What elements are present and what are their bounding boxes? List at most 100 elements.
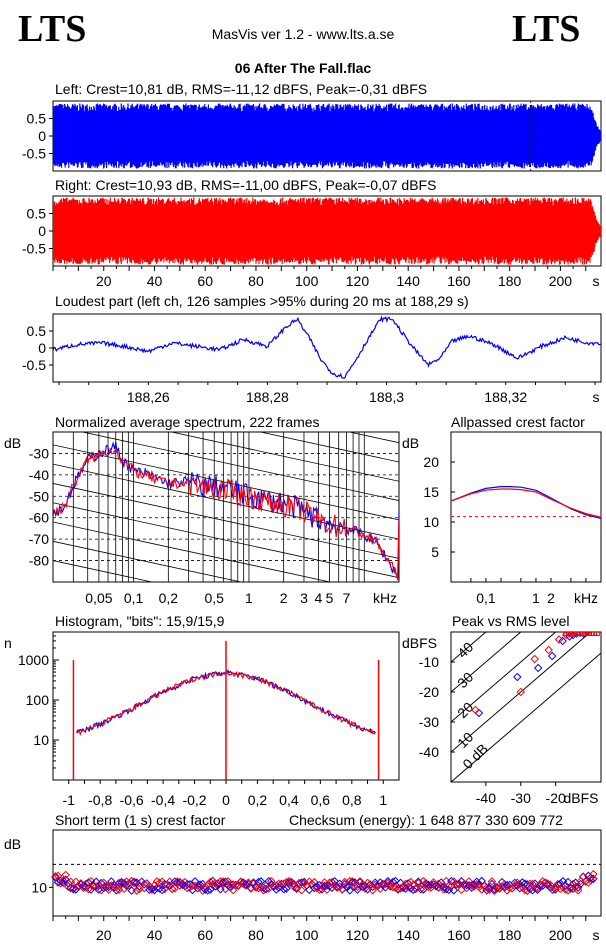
shortcrest-right-point xyxy=(487,877,497,886)
shortcrest-left-point xyxy=(459,880,469,890)
shortcrest-left-point xyxy=(58,878,68,888)
shortcrest-right-point xyxy=(406,877,415,887)
spectrum-xtick-label: 1 xyxy=(245,590,253,606)
loudest-line xyxy=(52,315,602,379)
spectrum-plot xyxy=(53,348,399,582)
shortcrest-right-point xyxy=(386,879,395,889)
shortcrest-right-point xyxy=(355,877,365,886)
peakrms-right-point xyxy=(561,632,571,640)
shortcrest-right-point xyxy=(573,886,583,895)
shortcrest-right-point xyxy=(96,885,106,895)
shortcrest-left-point xyxy=(127,886,136,895)
crest-ytick-label: 15 xyxy=(423,484,439,500)
right-waveform-title: Right: Crest=10,93 dB, RMS=-11,00 dBFS, … xyxy=(55,177,437,193)
right-xtick-label: 160 xyxy=(447,273,471,289)
peakrms-diagonal-label: 30 xyxy=(454,669,476,691)
histogram-ylabel: n xyxy=(4,635,12,651)
shortcrest-xunit: s xyxy=(593,927,600,943)
shortcrest-right-point xyxy=(165,877,174,886)
shortcrest-left-point xyxy=(345,886,355,895)
shortcrest-right-point xyxy=(368,885,377,895)
shortcrest-right-point xyxy=(464,877,474,886)
spectrum-xtick-label: 5 xyxy=(326,590,334,606)
peakrms-diagonal-label: 40 xyxy=(454,639,476,661)
spectrum-xtick-label: 3 xyxy=(300,590,308,606)
histogram-ytick-label: 10 xyxy=(33,732,49,748)
spectrum-xunit: kHz xyxy=(373,590,397,606)
peakrms-ytick-label: -20 xyxy=(419,684,439,700)
shortcrest-xtick-label: 200 xyxy=(549,927,573,943)
shortcrest-right-point xyxy=(129,878,139,888)
crest-xtick-label: 1 xyxy=(532,590,540,606)
shortcrest-left-point xyxy=(343,882,352,892)
histogram-xtick-label: -0,6 xyxy=(120,792,144,808)
shortcrest-xtick-label: 40 xyxy=(147,927,163,943)
shortcrest-ytick-label: 10 xyxy=(31,879,47,895)
shortcrest-right-point xyxy=(304,877,314,886)
left-ytick-label: 0.5 xyxy=(27,111,47,127)
shortcrest-right-point xyxy=(142,879,152,889)
right-xtick-label: 120 xyxy=(346,273,370,289)
shortcrest-right-point xyxy=(350,882,360,892)
shortcrest-xtick-label: 60 xyxy=(197,927,213,943)
loudest-ytick-label: 0 xyxy=(38,340,46,356)
histogram-ytick-label: 100 xyxy=(26,692,50,708)
left-waveform xyxy=(53,103,601,169)
spectrum-right-line xyxy=(53,448,399,581)
crest-frame xyxy=(450,431,602,583)
shortcrest-right-point xyxy=(515,880,525,889)
crest-xtick-label: 0,1 xyxy=(476,590,496,606)
right-waveform xyxy=(53,197,601,265)
right-xtick-label: 80 xyxy=(248,273,264,289)
crest-ytick-label: 20 xyxy=(423,454,439,470)
shortcrest-right-point xyxy=(223,877,233,886)
shortcrest-left-point xyxy=(241,880,251,889)
peakrms-xtick-label: -40 xyxy=(476,790,496,806)
spectrum-slope-line xyxy=(53,502,399,579)
spectrum-slope-line xyxy=(169,432,399,482)
spectrum-slope-line xyxy=(53,348,399,423)
shortcrest-right-point xyxy=(317,881,327,891)
histogram-title: Histogram, "bits": 15,9/15,9 xyxy=(55,613,225,629)
crest-right-line xyxy=(450,488,602,518)
shortcrest-xtick-label: 180 xyxy=(498,927,522,943)
spectrum-xtick-label: 0,2 xyxy=(159,590,179,606)
shortcrest-ylabel: dB xyxy=(4,836,21,852)
spectrum-xtick-label: 2 xyxy=(280,590,288,606)
peakrms-diagonal xyxy=(451,652,601,782)
shortcrest-left-point xyxy=(282,884,291,893)
peakrms-diagonal xyxy=(451,632,557,723)
peakrms-ytick-label: -30 xyxy=(419,714,439,730)
peakrms-left-point xyxy=(547,651,557,661)
left-trace xyxy=(53,103,601,169)
peakrms-ylabel: dBFS xyxy=(402,635,437,651)
spectrum-slope-line xyxy=(258,432,399,463)
spectrum-slope-line xyxy=(347,432,399,444)
histogram-xtick-label: -0,2 xyxy=(182,792,206,808)
shortcrest-right-point xyxy=(66,877,76,886)
spectrum-slope-line xyxy=(80,432,399,501)
spectrum-slope-line xyxy=(53,444,399,521)
loudest-xtick-label: 188,32 xyxy=(484,389,527,405)
peakrms-right-point xyxy=(530,654,539,664)
shortcrest-left-point xyxy=(449,886,459,895)
histogram-xtick-label: 0,6 xyxy=(311,792,331,808)
shortcrest-left-point xyxy=(256,877,266,886)
loudest-xtick-label: 188,3 xyxy=(369,389,404,405)
shortcrest-right-point xyxy=(462,883,471,893)
shortcrest-right-point xyxy=(320,878,329,887)
logo-right: LTS xyxy=(512,8,581,50)
shortcrest-right-point xyxy=(274,879,284,889)
app-version: MasVis ver 1.2 - www.lts.a.se xyxy=(211,26,395,42)
loudest-part-title: Loudest part (left ch, 126 samples >95% … xyxy=(55,293,469,309)
histogram-xtick-label: 0,2 xyxy=(248,792,268,808)
right-xtick-label: 140 xyxy=(397,273,421,289)
spectrum-xtick-label: 0,1 xyxy=(124,590,144,606)
right-ytick-label: 0.5 xyxy=(27,206,47,222)
shortcrest-left-point xyxy=(424,880,433,890)
shortcrest-left-point xyxy=(299,877,309,887)
short-crest-title: Short term (1 s) crest factor xyxy=(55,812,226,828)
histogram-xtick-label: -0,8 xyxy=(88,792,112,808)
histogram-xtick-label: 0,4 xyxy=(279,792,299,808)
right-xunit: s xyxy=(593,273,600,289)
